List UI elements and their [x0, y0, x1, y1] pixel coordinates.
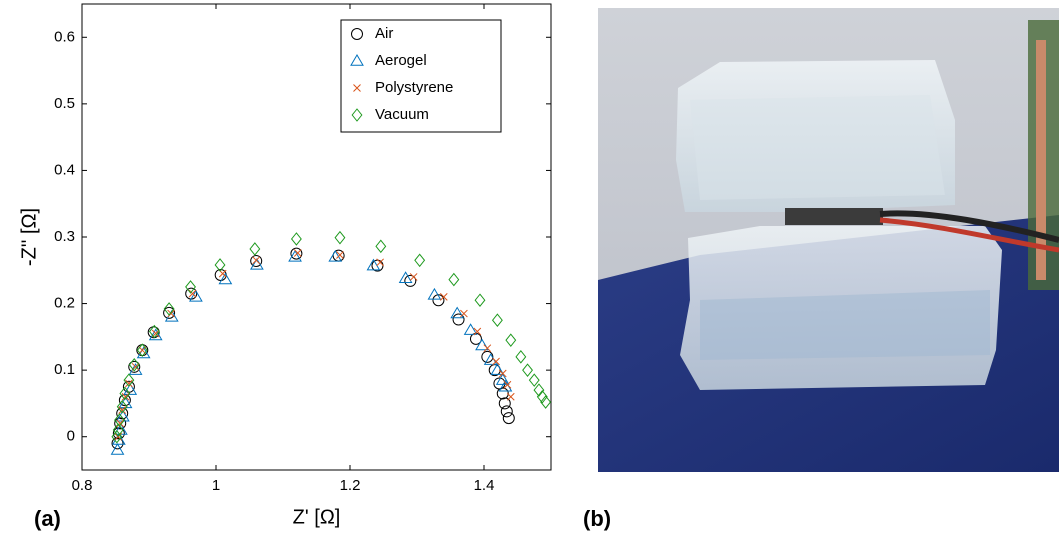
data-point: [523, 364, 533, 376]
series: [112, 251, 512, 454]
data-point: [460, 310, 467, 317]
x-axis-label: Z' [Ω]: [293, 506, 341, 528]
data-point: [493, 314, 503, 326]
data-point: [377, 259, 384, 266]
legend-label: Air: [375, 25, 393, 42]
data-point: [476, 340, 488, 350]
x-tick-label: 1.4: [474, 477, 495, 494]
data-point: [503, 413, 514, 424]
data-point: [428, 289, 440, 299]
legend-label: Aerogel: [375, 52, 427, 69]
y-tick-label: 0.6: [54, 28, 75, 45]
y-tick-label: 0.3: [54, 228, 75, 245]
data-point: [253, 257, 260, 264]
data-point: [292, 233, 302, 245]
data-point: [475, 294, 485, 306]
x-tick-label: 1: [212, 477, 220, 494]
y-tick-label: 0: [67, 428, 75, 445]
x-tick-label: 0.8: [72, 477, 93, 494]
x-tick-label: 1.2: [340, 477, 361, 494]
data-point: [501, 406, 512, 417]
data-point: [507, 393, 514, 400]
legend-label: Vacuum: [375, 106, 429, 123]
data-point: [449, 274, 459, 286]
panel-label: (a): [34, 506, 61, 531]
data-point: [376, 240, 386, 252]
series: [112, 248, 514, 449]
y-axis-label: -Z'' [Ω]: [18, 208, 40, 266]
data-point: [516, 351, 526, 363]
data-point: [250, 243, 260, 255]
data-point: [506, 334, 516, 346]
data-point: [497, 388, 508, 399]
series: [112, 232, 550, 443]
y-tick-label: 0.1: [54, 361, 75, 378]
y-tick-label: 0.2: [54, 295, 75, 312]
data-point: [335, 232, 345, 244]
data-point: [410, 273, 417, 280]
data-point: [484, 345, 491, 352]
y-tick-label: 0.4: [54, 161, 75, 178]
series: [115, 249, 515, 440]
photo: [598, 8, 1059, 472]
data-point: [529, 374, 539, 386]
data-point: [499, 370, 506, 377]
y-tick-label: 0.5: [54, 95, 75, 112]
legend-label: Polystyrene: [375, 79, 453, 96]
data-point: [415, 254, 425, 266]
panel-label: (b): [583, 506, 611, 531]
figure: 0.8 1 1.2 1.4 0 0.1 0.2 0.3 0.4 0.5 0.6 Z' [Ω] -Z'' …: [0, 0, 1059, 534]
